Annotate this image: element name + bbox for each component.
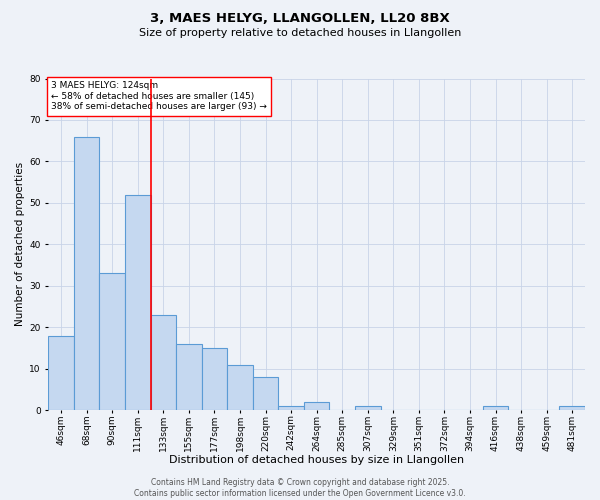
Bar (278, 406, 304, 410)
X-axis label: Distribution of detached houses by size in Llangollen: Distribution of detached houses by size … (169, 455, 464, 465)
Bar (304, 402, 329, 410)
Bar (49, 336, 74, 410)
Bar (559, 406, 585, 410)
Bar (74, 136, 100, 410)
Bar (253, 377, 278, 410)
Y-axis label: Number of detached properties: Number of detached properties (15, 162, 25, 326)
Bar (227, 364, 253, 410)
Bar (125, 194, 151, 410)
Text: Contains HM Land Registry data © Crown copyright and database right 2025.
Contai: Contains HM Land Registry data © Crown c… (134, 478, 466, 498)
Bar (483, 406, 508, 410)
Bar (355, 406, 380, 410)
Text: Size of property relative to detached houses in Llangollen: Size of property relative to detached ho… (139, 28, 461, 38)
Bar (176, 344, 202, 410)
Bar (100, 274, 125, 410)
Text: 3, MAES HELYG, LLANGOLLEN, LL20 8BX: 3, MAES HELYG, LLANGOLLEN, LL20 8BX (150, 12, 450, 26)
Text: 3 MAES HELYG: 124sqm
← 58% of detached houses are smaller (145)
38% of semi-deta: 3 MAES HELYG: 124sqm ← 58% of detached h… (51, 82, 267, 111)
Bar (202, 348, 227, 410)
Bar (151, 315, 176, 410)
